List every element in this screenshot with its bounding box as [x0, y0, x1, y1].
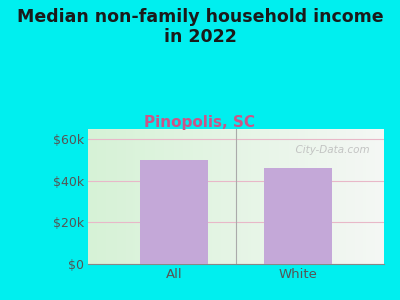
- Bar: [140, 160, 208, 264]
- Bar: [264, 169, 332, 264]
- Text: Median non-family household income
in 2022: Median non-family household income in 20…: [17, 8, 383, 46]
- Text: City-Data.com: City-Data.com: [289, 145, 370, 155]
- Text: Pinopolis, SC: Pinopolis, SC: [144, 116, 256, 130]
